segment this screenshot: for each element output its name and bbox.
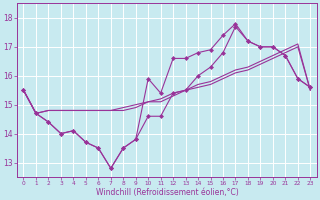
X-axis label: Windchill (Refroidissement éolien,°C): Windchill (Refroidissement éolien,°C) (96, 188, 238, 197)
